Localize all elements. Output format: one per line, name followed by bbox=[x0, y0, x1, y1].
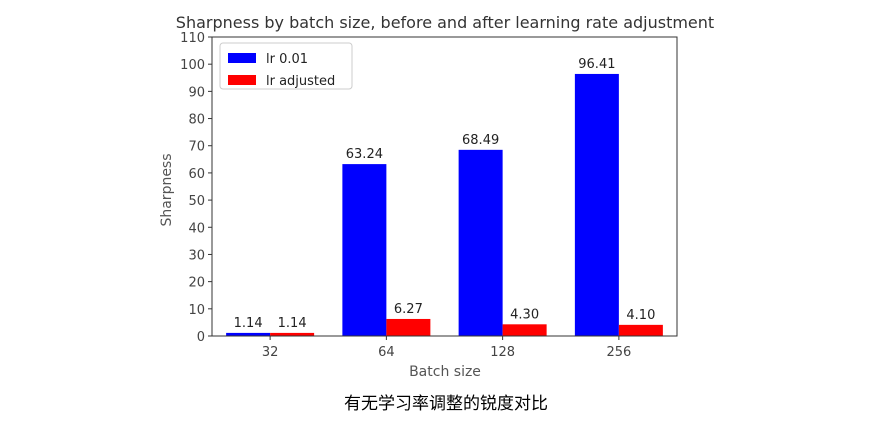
legend-label: lr adjusted bbox=[266, 74, 335, 89]
bar-chart: Sharpness by batch size, before and afte… bbox=[159, 13, 714, 380]
bar-lr-001-64 bbox=[342, 164, 387, 336]
bar-lr-001-128 bbox=[458, 149, 503, 336]
bar-value-label: 6.27 bbox=[394, 302, 423, 317]
x-tick-label: 128 bbox=[490, 345, 515, 360]
legend-swatch bbox=[228, 75, 256, 85]
y-tick-label: 20 bbox=[188, 276, 205, 291]
x-tick-label: 32 bbox=[262, 345, 279, 360]
bar-lr-adjusted-32 bbox=[270, 332, 315, 336]
x-tick-label: 64 bbox=[378, 345, 395, 360]
y-tick-label: 70 bbox=[188, 140, 205, 155]
y-tick-label: 50 bbox=[188, 194, 205, 209]
bar-lr-001-256 bbox=[574, 73, 619, 336]
x-tick-label: 256 bbox=[606, 345, 631, 360]
y-tick-label: 40 bbox=[188, 221, 205, 236]
x-axis-label: Batch size bbox=[409, 364, 481, 380]
plot-area: 0 10 20 30 40 50 60 70 80 90 100 110 1.14 1.14 32 63.24… bbox=[180, 31, 678, 360]
y-tick-label: 10 bbox=[188, 303, 205, 318]
y-tick-label: 30 bbox=[188, 248, 205, 263]
bar-lr-adjusted-256 bbox=[618, 324, 663, 336]
y-tick-label: 110 bbox=[180, 31, 205, 46]
y-tick-label: 0 bbox=[197, 330, 205, 345]
y-tick-label: 100 bbox=[180, 58, 205, 73]
y-tick-label: 80 bbox=[188, 113, 205, 128]
bar-value-label: 4.10 bbox=[626, 308, 655, 323]
y-tick-label: 60 bbox=[188, 167, 205, 182]
bar-value-label: 4.30 bbox=[510, 307, 539, 322]
bar-value-label: 1.14 bbox=[278, 316, 307, 331]
y-axis-label: Sharpness bbox=[159, 153, 175, 226]
figure-caption: 有无学习率调整的锐度对比 bbox=[344, 394, 548, 414]
bar-value-label: 1.14 bbox=[234, 316, 263, 331]
plot-frame bbox=[211, 36, 678, 337]
bar-value-label: 63.24 bbox=[346, 147, 383, 162]
legend-label: lr 0.01 bbox=[266, 52, 308, 67]
bar-lr-adjusted-128 bbox=[502, 324, 547, 336]
bar-value-label: 68.49 bbox=[462, 133, 499, 148]
y-tick-label: 90 bbox=[188, 85, 205, 100]
bar-lr-001-32 bbox=[226, 332, 271, 336]
bar-value-label: 96.41 bbox=[578, 57, 615, 72]
legend-swatch bbox=[228, 53, 256, 63]
chart-title: Sharpness by batch size, before and afte… bbox=[176, 13, 714, 32]
bar-lr-adjusted-64 bbox=[386, 318, 431, 336]
